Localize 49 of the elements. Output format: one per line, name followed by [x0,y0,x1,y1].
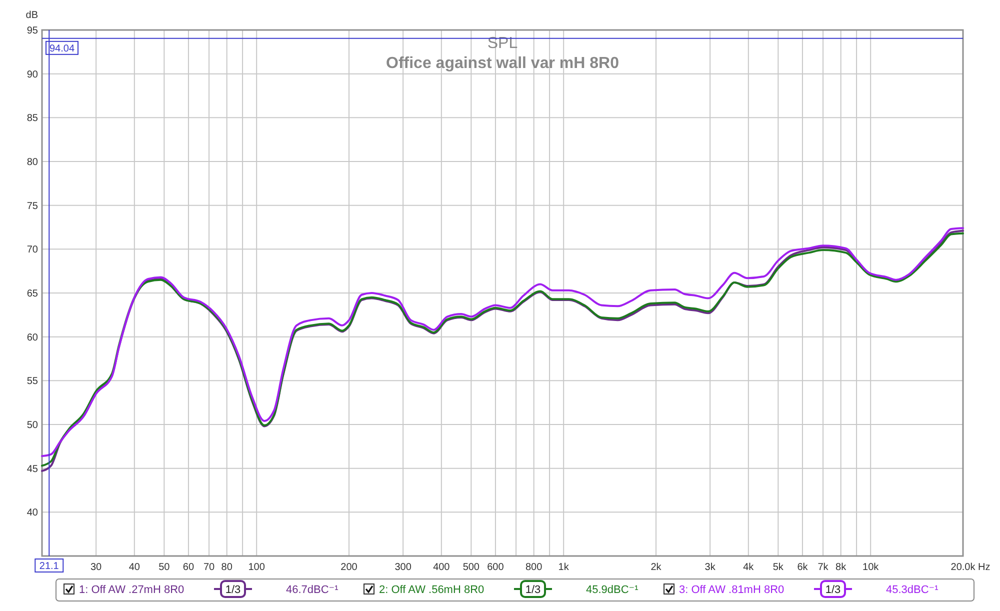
x-tick-label: 40 [128,562,140,573]
x-axis-title: Hz [978,562,990,573]
x-tick-label: 80 [221,562,233,573]
ref-line-label: 21.1 [39,561,60,572]
y-tick-label: 60 [26,332,38,344]
x-tick-label: 5k [772,562,784,573]
x-tick-label: 100 [248,562,266,573]
ref-line-label: 94.04 [49,43,75,54]
y-tick-label: 85 [26,113,38,124]
y-tick-label: 55 [26,376,38,388]
text: 1/3 [525,584,541,596]
x-tick-label: 800 [525,562,543,573]
y-tick-label: 65 [26,288,38,300]
x-tick-label: 7k [818,562,830,573]
text: 2: Off AW .56mH 8R0 [379,584,484,596]
x-tick-label: 3k [704,562,716,573]
x-tick-label: 200 [340,562,358,573]
x-tick-label: 30 [90,562,102,573]
y-tick-label: 95 [26,26,38,36]
x-tick-label: 20.0k [950,562,976,573]
x-tick-label: 300 [394,562,412,573]
text: 1: Off AW .27mH 8R0 [79,584,184,596]
text: 45.9dBC⁻¹ [586,584,639,596]
x-tick-label: 6k [797,562,809,573]
x-tick-label: 2k [650,562,662,573]
y-axis-title: dB [26,10,38,21]
x-tick-label: 4k [743,562,755,573]
x-tick-label: 400 [433,562,450,573]
y-tick-label: 40 [26,508,38,519]
text: 46.7dBC⁻¹ [286,584,339,596]
text: 45.3dBC⁻¹ [886,584,939,596]
x-tick-label: 500 [462,562,480,573]
x-tick-label: 60 [182,562,194,573]
x-tick-label: 1k [558,562,570,573]
y-tick-label: 75 [26,200,38,212]
y-tick-label: 50 [26,420,38,431]
x-tick-label: 8k [836,562,848,573]
x-tick-label: 10k [862,562,880,573]
text: 1/3 [225,584,241,596]
text: 1/3 [825,584,841,596]
y-tick-label: 80 [26,157,38,168]
x-tick-label: 50 [158,562,170,573]
y-tick-label: 70 [26,244,38,256]
y-tick-label: 45 [26,464,38,475]
x-tick-label: 600 [487,562,504,573]
text: 3: Off AW .81mH 8R0 [679,584,784,596]
x-tick-label: 70 [203,562,216,573]
text: Office against wall var mH 8R0 [386,55,620,72]
y-tick-label: 90 [26,69,38,80]
